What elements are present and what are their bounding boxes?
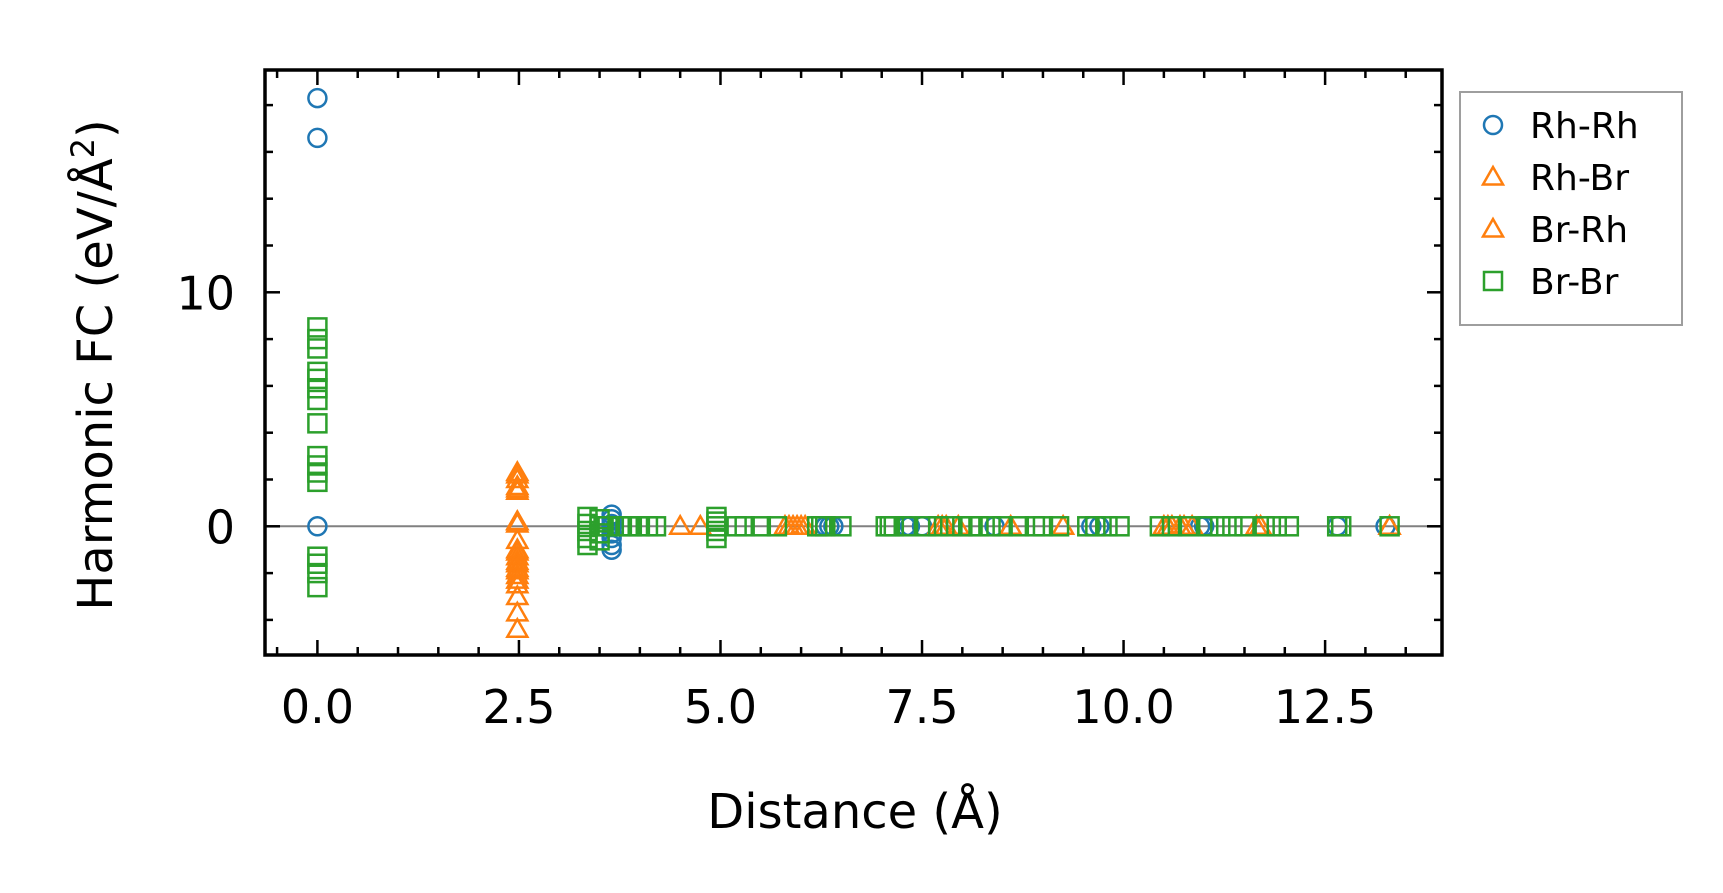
data-point — [980, 516, 1001, 537]
data-point — [1278, 516, 1300, 537]
axis-ticks — [265, 70, 1442, 655]
legend-entries: Rh-Rh Rh-Br Br-Rh Br-Br — [1480, 106, 1639, 303]
data-point — [505, 616, 530, 639]
data-point — [968, 516, 989, 537]
data-point — [577, 534, 598, 556]
legend-marker — [1480, 216, 1506, 238]
legend-frame — [1459, 91, 1683, 326]
data-point — [307, 562, 328, 584]
y-axis-title-superscript: 2 — [64, 138, 102, 158]
data-point — [939, 516, 961, 537]
x-tick-label: 2.5 — [482, 680, 555, 734]
data-point — [1008, 516, 1030, 537]
data-point — [1032, 516, 1054, 537]
series-rh-rh — [307, 87, 1396, 560]
data-point — [505, 466, 530, 489]
legend-label: Rh-Rh — [1530, 106, 1639, 147]
data-point — [505, 476, 530, 498]
data-point — [1161, 516, 1183, 537]
data-point — [734, 516, 755, 537]
x-tick-label: 10.0 — [1072, 680, 1174, 734]
data-point — [645, 516, 667, 537]
data-point — [307, 127, 328, 149]
data-point — [1097, 516, 1118, 537]
series-br-br — [307, 317, 1400, 598]
legend-marker — [1482, 270, 1504, 292]
data-point — [597, 516, 618, 537]
x-tick-label: 0.0 — [281, 680, 354, 734]
data-point — [307, 413, 328, 434]
data-point — [1222, 516, 1243, 537]
data-point — [505, 562, 530, 585]
data-point — [927, 516, 949, 537]
data-point — [1149, 516, 1171, 537]
data-point — [815, 516, 836, 537]
data-point — [505, 548, 530, 571]
data-point — [1330, 516, 1352, 537]
data-point — [1177, 516, 1199, 537]
data-point — [1109, 516, 1130, 537]
data-marks — [307, 87, 1402, 639]
legend: Rh-Rh Rh-Br Br-Rh Br-Br — [1459, 91, 1683, 326]
data-point — [307, 87, 328, 109]
y-axis-title-main: Harmonic FC (eV/Å — [67, 158, 124, 611]
data-point — [1266, 516, 1287, 537]
data-point — [1377, 513, 1402, 536]
data-point — [1379, 516, 1400, 537]
x-tick-label: 7.5 — [885, 680, 958, 734]
data-point — [505, 509, 530, 531]
data-point — [1254, 516, 1275, 537]
data-point — [505, 462, 530, 484]
x-tick-label: 12.5 — [1274, 680, 1376, 734]
y-tick-labels: 0 10 — [176, 266, 235, 554]
data-point — [307, 516, 328, 537]
legend-label: Rh-Br — [1530, 158, 1629, 199]
x-tick-labels: 0.0 2.5 5.0 7.5 10.0 12.5 — [281, 680, 1376, 734]
data-point — [1048, 516, 1070, 537]
legend-marker — [1480, 164, 1506, 186]
data-point — [750, 516, 772, 537]
data-point — [1234, 516, 1255, 537]
data-point — [668, 513, 693, 536]
data-point — [307, 471, 328, 493]
data-point — [1085, 516, 1106, 537]
y-axis-title-close: ) — [68, 119, 124, 138]
y-axis-title: Harmonic FC (eV/Å2) — [64, 119, 124, 611]
data-point — [766, 516, 788, 537]
y-tick-label: 10 — [176, 266, 235, 320]
data-point — [895, 516, 917, 537]
data-point — [1197, 516, 1219, 537]
legend-marker — [1482, 114, 1504, 136]
y-tick-label: 0 — [206, 500, 235, 554]
data-point — [307, 389, 328, 411]
legend-label: Br-Rh — [1530, 210, 1628, 251]
plot-frame — [263, 68, 1444, 657]
x-tick-label: 5.0 — [684, 680, 757, 734]
data-point — [307, 317, 328, 338]
x-axis-title: Distance (Å) — [707, 783, 1002, 840]
legend-label: Br-Br — [1530, 262, 1619, 303]
data-point — [992, 516, 1013, 537]
data-point — [1210, 516, 1231, 537]
data-point — [706, 527, 727, 549]
data-point — [307, 576, 328, 598]
data-point — [688, 513, 713, 536]
data-point — [831, 516, 852, 537]
data-point — [307, 377, 328, 399]
series-rh-br — [505, 459, 1402, 639]
data-point — [788, 513, 814, 536]
data-point — [307, 338, 328, 359]
data-point — [1050, 513, 1076, 536]
data-point — [505, 572, 530, 594]
data-point — [915, 516, 937, 537]
data-point — [883, 516, 905, 537]
